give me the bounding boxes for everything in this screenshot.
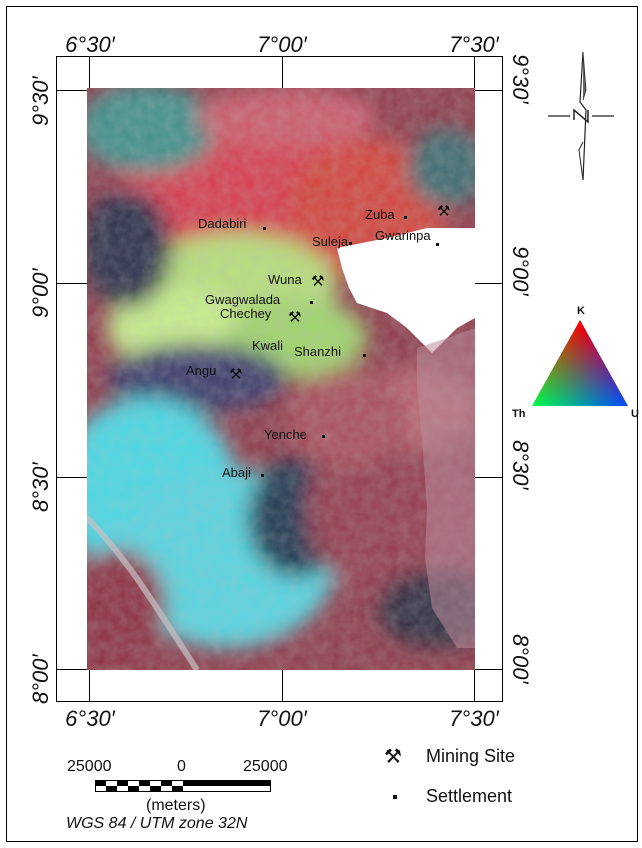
tick: [475, 283, 503, 284]
lat-label-right-4: 8°00′: [508, 634, 533, 684]
settlement-dot: [363, 354, 366, 357]
place-label: Zuba: [365, 207, 395, 222]
lat-label-left-4: 8°00′: [28, 654, 53, 704]
ternary-k-label: K: [577, 305, 585, 317]
place-label: Kwali: [252, 338, 284, 353]
tick: [56, 669, 87, 670]
tick: [89, 670, 90, 702]
settlement-dot: [436, 243, 439, 246]
lon-label-top-2: 7°00′: [257, 32, 307, 57]
lat-label-right-1: 9°30′: [508, 54, 533, 104]
settlement-dot: [404, 216, 407, 219]
tick: [475, 669, 503, 670]
radiometric-composite-image: [87, 88, 475, 670]
ternary-colour-legend: [532, 320, 628, 406]
scale-mid-value: 0: [177, 758, 186, 775]
settlement-dot: [261, 474, 264, 477]
place-label: Dadabiri: [198, 216, 247, 231]
lat-label-left-3: 8°30′: [28, 462, 53, 512]
place-label: Angu: [186, 363, 217, 378]
mining-site-legend-icon: ⚒: [384, 746, 402, 768]
mining-site-icon: ⚒: [229, 366, 243, 383]
tick: [56, 477, 87, 478]
place-label: Gwarinpa: [375, 228, 431, 243]
lon-label-bottom-2: 7°00′: [257, 706, 307, 731]
tick: [56, 283, 87, 284]
tick: [282, 56, 283, 88]
ternary-u-label: U: [631, 408, 639, 420]
tick: [475, 477, 503, 478]
map-frame: [6, 6, 638, 842]
place-label: Suleja: [312, 234, 349, 249]
place-label: Chechey: [220, 306, 272, 321]
place-label: Shanzhi: [294, 344, 341, 359]
settlement-dot: [322, 435, 325, 438]
settlement-dot: [263, 227, 266, 230]
lon-label-bottom-3: 7°30′: [449, 706, 499, 731]
ternary-th-label: Th: [512, 408, 526, 420]
lat-label-left-1: 9°30′: [28, 76, 53, 126]
place-label: Wuna: [268, 272, 302, 287]
tick: [475, 90, 503, 91]
north-arrow-icon: [548, 51, 614, 181]
lon-label-bottom-1: 6°30′: [65, 706, 115, 731]
tick: [89, 56, 90, 88]
lon-label-top-1: 6°30′: [65, 32, 115, 57]
tick: [282, 670, 283, 702]
graticule-frame: [56, 56, 503, 702]
place-label: Abaji: [222, 465, 251, 480]
mining-site-icon: ⚒: [288, 309, 302, 326]
projection-label: WGS 84 / UTM zone 32N: [66, 815, 248, 832]
scale-right-value: 25000: [243, 758, 288, 775]
settlement-dot: [349, 242, 352, 245]
scale-left-value: 25000: [67, 758, 112, 775]
settlement-legend-icon: [393, 795, 397, 799]
lat-label-left-2: 9°00′: [28, 268, 53, 318]
mining-site-icon: ⚒: [437, 203, 451, 220]
tick: [474, 56, 475, 88]
mining-site-legend-label: Mining Site: [426, 746, 516, 766]
lon-label-top-3: 7°30′: [449, 32, 499, 57]
settlement-legend-label: Settlement: [426, 786, 513, 806]
tick: [56, 90, 87, 91]
place-label: Yenche: [264, 427, 307, 442]
lat-label-right-3: 8°30′: [508, 440, 533, 490]
settlement-dot: [310, 301, 313, 304]
scale-bar: [95, 780, 271, 792]
mining-site-icon: ⚒: [311, 273, 325, 290]
lat-label-right-2: 9°00′: [508, 246, 533, 296]
place-label: Gwagwalada: [205, 292, 281, 307]
tick: [474, 670, 475, 702]
scale-unit: (meters): [146, 797, 206, 814]
